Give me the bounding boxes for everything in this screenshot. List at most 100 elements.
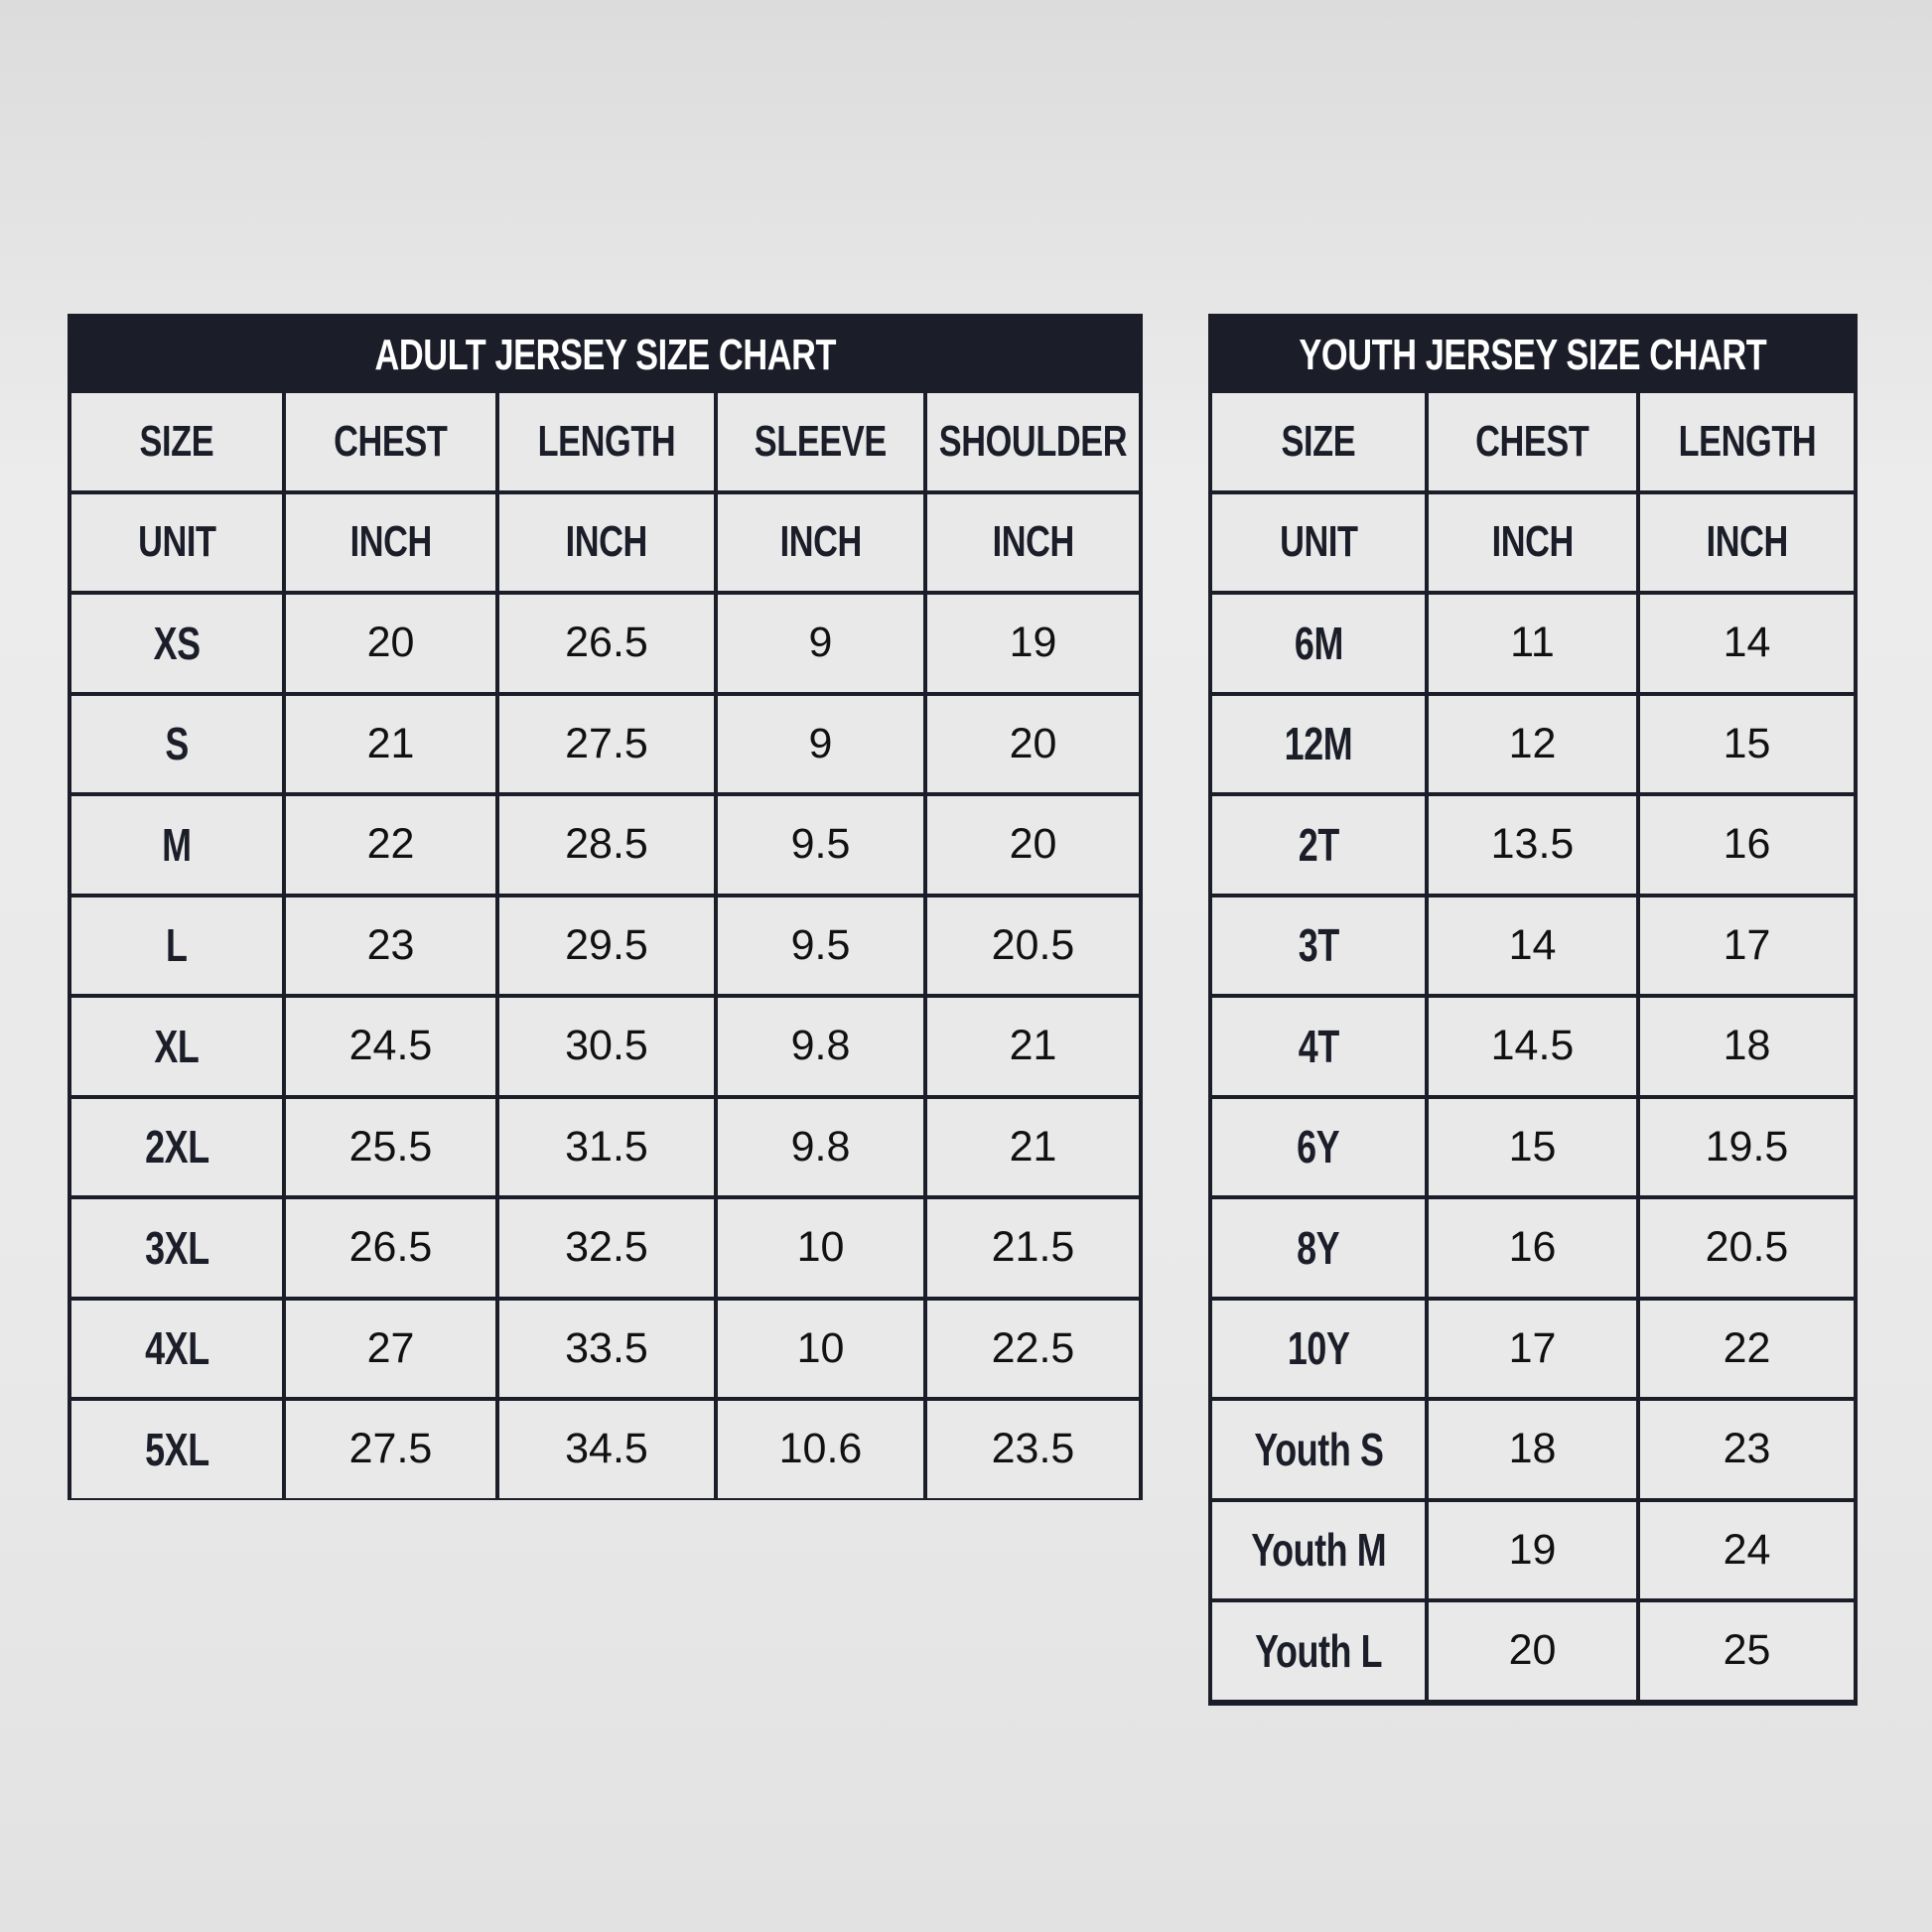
measurement-cell-text: 22.5: [991, 1323, 1075, 1372]
measurement-cell-text: 28.5: [565, 820, 648, 869]
size-label: 4XL: [71, 1300, 282, 1397]
measurement-cell: 9: [718, 595, 923, 692]
measurement-cell: 20: [1429, 1602, 1636, 1700]
measurement-cell: 19: [1429, 1501, 1636, 1598]
size-label-text: L: [166, 919, 188, 972]
measurement-cell-text: 27.5: [565, 719, 648, 767]
measurement-cell-text: 20: [1009, 820, 1057, 869]
size-label: 12M: [1212, 695, 1425, 792]
size-label-text: 10Y: [1287, 1322, 1350, 1375]
measurement-cell-text: 14: [1723, 619, 1771, 667]
measurement-cell-text: 23: [1723, 1425, 1771, 1473]
size-label-text: 5XL: [144, 1423, 209, 1475]
measurement-cell-text: 17: [1508, 1323, 1557, 1372]
column-header: SIZE: [71, 393, 282, 490]
measurement-cell-text: 21.5: [991, 1223, 1075, 1272]
measurement-cell-text: 13.5: [1490, 820, 1575, 869]
measurement-cell: 30.5: [499, 998, 714, 1095]
measurement-cell: 21: [927, 998, 1139, 1095]
size-label: 10Y: [1212, 1300, 1425, 1397]
measurement-cell: 17: [1640, 897, 1854, 994]
measurement-cell-text: 9.8: [790, 1022, 851, 1070]
column-header: CHEST: [1429, 393, 1636, 490]
size-label: 6Y: [1212, 1098, 1425, 1195]
measurement-cell: 10.6: [718, 1401, 923, 1498]
measurement-cell-text: 14.5: [1490, 1022, 1575, 1070]
column-header-text: LENGTH: [537, 416, 676, 466]
measurement-cell: 17: [1429, 1300, 1636, 1397]
measurement-cell-text: 10: [796, 1223, 845, 1272]
measurement-cell: 16: [1429, 1199, 1636, 1297]
measurement-cell: 27.5: [499, 695, 714, 792]
measurement-cell-text: 20.5: [991, 920, 1075, 969]
measurement-cell: 27: [286, 1300, 495, 1397]
measurement-cell: 15: [1640, 695, 1854, 792]
unit-cell-text: INCH: [992, 517, 1074, 567]
column-header: LENGTH: [1640, 393, 1854, 490]
size-label: 5XL: [71, 1401, 282, 1498]
measurement-cell: 9.5: [718, 796, 923, 894]
measurement-cell-text: 9.8: [790, 1122, 851, 1171]
measurement-cell-text: 30.5: [565, 1022, 648, 1070]
size-label-text: 12M: [1284, 718, 1353, 770]
measurement-cell: 9: [718, 695, 923, 792]
measurement-cell-text: 12: [1508, 719, 1557, 767]
adult-title-text: ADULT JERSEY SIZE CHART: [374, 331, 836, 379]
size-label: 3T: [1212, 897, 1425, 994]
measurement-cell: 25.5: [286, 1098, 495, 1195]
measurement-cell: 24: [1640, 1501, 1854, 1598]
measurement-cell: 21: [286, 695, 495, 792]
measurement-cell-text: 34.5: [565, 1425, 648, 1473]
measurement-cell-text: 10.6: [778, 1425, 863, 1473]
measurement-cell: 26.5: [286, 1199, 495, 1297]
unit-cell-text: INCH: [1706, 517, 1788, 567]
measurement-cell-text: 9.5: [790, 820, 851, 869]
measurement-cell: 11: [1429, 595, 1636, 692]
measurement-cell: 26.5: [499, 595, 714, 692]
measurement-cell-text: 16: [1723, 820, 1771, 869]
column-header-text: SIZE: [1281, 416, 1356, 466]
column-header: SHOULDER: [927, 393, 1139, 490]
unit-cell-text: INCH: [349, 517, 432, 567]
measurement-cell-text: 27.5: [348, 1425, 433, 1473]
column-header-text: CHEST: [334, 416, 448, 466]
size-label: M: [71, 796, 282, 894]
size-label-text: XL: [154, 1020, 200, 1072]
measurement-cell: 20: [927, 695, 1139, 792]
measurement-cell-text: 31.5: [565, 1122, 648, 1171]
column-header-text: SHOULDER: [938, 416, 1128, 466]
measurement-cell-text: 26.5: [565, 619, 648, 667]
measurement-cell-text: 20: [1009, 719, 1057, 767]
youth-title-text: YOUTH JERSEY SIZE CHART: [1299, 331, 1767, 379]
column-header-text: LENGTH: [1678, 416, 1816, 466]
measurement-cell-text: 20.5: [1705, 1223, 1789, 1272]
measurement-cell-text: 21: [1009, 1122, 1057, 1171]
measurement-cell: 16: [1640, 796, 1854, 894]
measurement-cell-text: 23.5: [991, 1425, 1075, 1473]
size-label: 4T: [1212, 998, 1425, 1095]
unit-cell: INCH: [718, 493, 923, 591]
size-label: Youth L: [1212, 1602, 1425, 1700]
measurement-cell-text: 9: [808, 719, 833, 767]
measurement-cell: 22.5: [927, 1300, 1139, 1397]
size-label-text: 2T: [1298, 818, 1339, 871]
measurement-cell: 9.8: [718, 998, 923, 1095]
measurement-cell-text: 25.5: [348, 1122, 433, 1171]
measurement-cell: 22: [286, 796, 495, 894]
size-label-text: M: [162, 818, 192, 871]
measurement-cell-text: 18: [1508, 1425, 1557, 1473]
measurement-cell-text: 23: [366, 920, 415, 969]
measurement-cell-text: 10: [796, 1323, 845, 1372]
unit-cell-text: INCH: [779, 517, 862, 567]
measurement-cell-text: 33.5: [565, 1323, 648, 1372]
measurement-cell: 28.5: [499, 796, 714, 894]
unit-cell-text: UNIT: [137, 517, 216, 567]
size-label: 2XL: [71, 1098, 282, 1195]
measurement-cell-text: 21: [1009, 1022, 1057, 1070]
size-label-text: Youth M: [1250, 1524, 1387, 1577]
measurement-cell: 21: [927, 1098, 1139, 1195]
size-label-text: S: [165, 718, 189, 770]
size-label-text: Youth L: [1254, 1624, 1383, 1677]
measurement-cell: 15: [1429, 1098, 1636, 1195]
measurement-cell-text: 15: [1508, 1122, 1557, 1171]
